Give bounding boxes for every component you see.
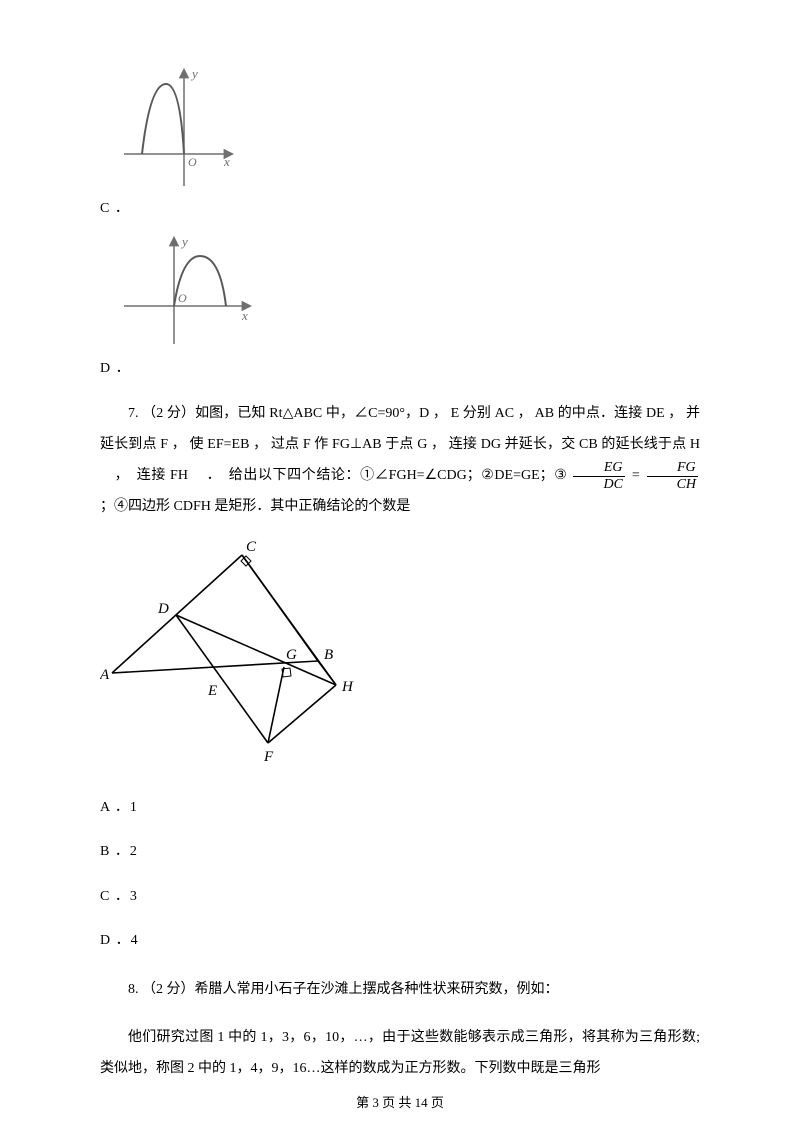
figure-option-c: y x O bbox=[116, 62, 700, 192]
svg-text:F: F bbox=[263, 749, 274, 765]
q7-text-part-b: ；④四边形 CDFH 是矩形．其中正确结论的个数是 bbox=[100, 499, 410, 514]
svg-text:C: C bbox=[246, 541, 257, 555]
option-c: C ．3 bbox=[100, 886, 700, 908]
fraction-eg-dc: EG DC bbox=[571, 460, 626, 492]
option-d-label: D ． bbox=[100, 358, 700, 380]
geometry-diagram: C D A E G BH F bbox=[100, 541, 380, 771]
question-7-options: A ．1 B ．2 C ．3 D ．4 bbox=[100, 797, 700, 953]
figure-option-d: y x O bbox=[116, 232, 700, 352]
fraction-numerator: FG bbox=[647, 460, 698, 476]
option-a: A ．1 bbox=[100, 797, 700, 819]
parabola-d-graph: y x O bbox=[116, 232, 256, 352]
parabola-c-graph: y x O bbox=[116, 62, 236, 192]
page-footer: 第 3 页 共 14 页 bbox=[100, 1093, 700, 1114]
svg-text:x: x bbox=[223, 154, 230, 169]
svg-text:x: x bbox=[241, 308, 248, 323]
question-8-line1: 8. （2 分）希腊人常用小石子在沙滩上摆成各种性状来研究数，例如： bbox=[100, 975, 700, 1006]
svg-text:O: O bbox=[178, 291, 187, 305]
question-7-text: 7. （2 分）如图，已知 Rt△ABC 中，∠C=90°，D ， E 分别 A… bbox=[100, 399, 700, 523]
fraction-fg-ch: FG CH bbox=[645, 460, 700, 492]
fraction-numerator: EG bbox=[573, 460, 624, 476]
svg-text:D: D bbox=[157, 601, 169, 617]
equals-sign: = bbox=[631, 468, 640, 483]
svg-text:B: B bbox=[324, 647, 333, 663]
figure-q7-geometry: C D A E G BH F bbox=[100, 541, 700, 771]
svg-text:y: y bbox=[190, 66, 198, 81]
option-c-label: C ． bbox=[100, 198, 700, 220]
svg-text:G: G bbox=[286, 647, 297, 663]
fraction-denominator: CH bbox=[647, 477, 698, 492]
svg-text:H: H bbox=[341, 679, 354, 695]
svg-text:O: O bbox=[188, 155, 197, 169]
question-8-line2: 他们研究过图 1 中的 1，3，6，10，…，由于这些数能够表示成三角形，将其称… bbox=[100, 1023, 700, 1085]
svg-text:A: A bbox=[100, 667, 110, 683]
svg-text:y: y bbox=[180, 234, 188, 249]
option-d: D ．4 bbox=[100, 930, 700, 952]
svg-text:E: E bbox=[207, 683, 217, 699]
fraction-denominator: DC bbox=[573, 477, 624, 492]
option-b: B ．2 bbox=[100, 841, 700, 863]
page-content: y x O C ． y x O D ． 7. （2 分）如图，已知 Rt△ABC 中，∠… bbox=[0, 0, 800, 1144]
